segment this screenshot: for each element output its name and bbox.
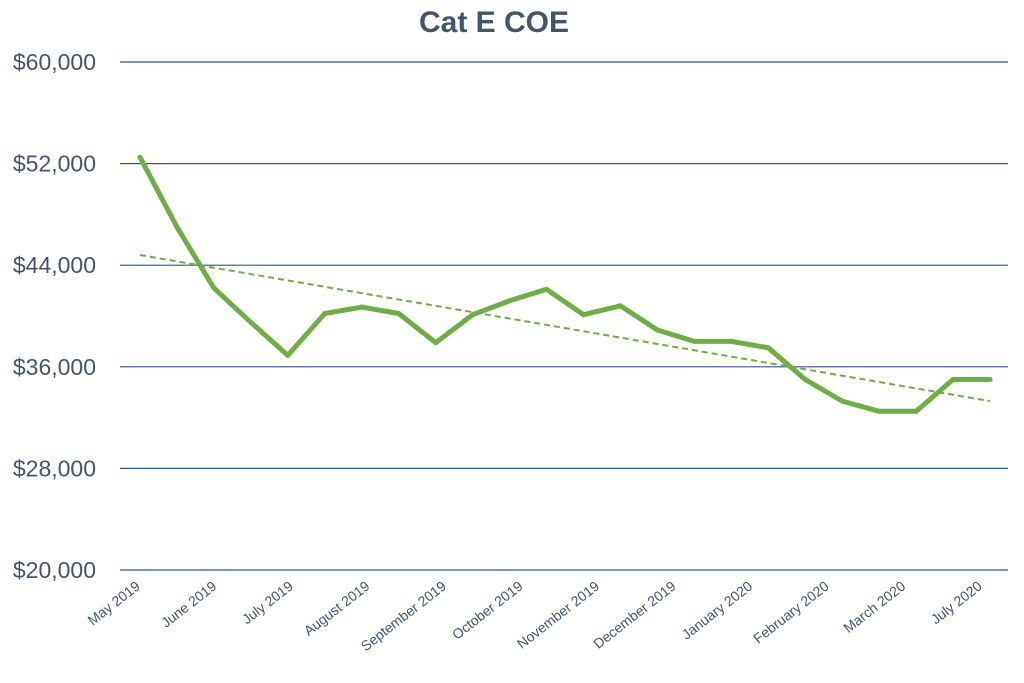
- data-point: [765, 345, 771, 351]
- data-point: [617, 303, 623, 309]
- x-tick-label: January 2020: [679, 578, 756, 643]
- x-tick-label: October 2019: [449, 578, 526, 643]
- trend-line: [139, 254, 991, 403]
- x-tick-label: June 2019: [158, 578, 220, 631]
- data-point: [248, 319, 254, 325]
- x-tick-label: July 2019: [239, 578, 296, 628]
- x-tick-label: November 2019: [514, 578, 603, 652]
- y-tick-label: $28,000: [13, 455, 96, 481]
- data-point: [950, 377, 956, 382]
- data-point: [913, 408, 919, 414]
- y-tick-label: $36,000: [13, 354, 96, 380]
- x-tick-label: August 2019: [301, 578, 373, 639]
- data-point: [285, 352, 291, 358]
- data-point: [654, 327, 660, 333]
- data-point: [137, 154, 143, 160]
- series-line: [137, 154, 993, 414]
- data-point: [211, 285, 217, 291]
- series-layer: [137, 154, 993, 414]
- data-point: [802, 377, 808, 382]
- data-point: [544, 286, 550, 292]
- x-tick-label: February 2020: [750, 578, 832, 647]
- x-tick-label: December 2019: [590, 578, 679, 652]
- y-axis-ticks: $20,000 $28,000 $36,000 $44,000 $52,000 $60,0…: [13, 49, 96, 583]
- data-point: [876, 408, 882, 414]
- data-point: [433, 340, 439, 346]
- data-point: [839, 398, 845, 404]
- data-point: [987, 377, 993, 382]
- y-tick-label: $52,000: [13, 151, 96, 177]
- x-axis-ticks: May 2019 June 2019 July 2019 August 2019Sep…: [85, 578, 985, 654]
- data-point: [691, 338, 697, 344]
- data-point: [174, 224, 180, 230]
- y-tick-label: $20,000: [13, 557, 96, 583]
- y-tick-label: $60,000: [13, 49, 96, 75]
- data-point: [396, 310, 402, 316]
- chart-title: Cat E COE: [419, 6, 569, 39]
- data-point: [580, 312, 586, 318]
- x-tick-label: July 2020: [928, 578, 985, 628]
- data-point: [728, 338, 734, 344]
- data-point: [359, 304, 365, 310]
- data-point: [507, 298, 513, 304]
- data-point: [322, 310, 328, 316]
- y-tick-label: $44,000: [13, 252, 96, 278]
- x-tick-label: March 2020: [840, 578, 908, 636]
- x-tick-label: May 2019: [85, 578, 143, 629]
- data-point: [470, 312, 476, 318]
- gridlines: [120, 61, 1008, 571]
